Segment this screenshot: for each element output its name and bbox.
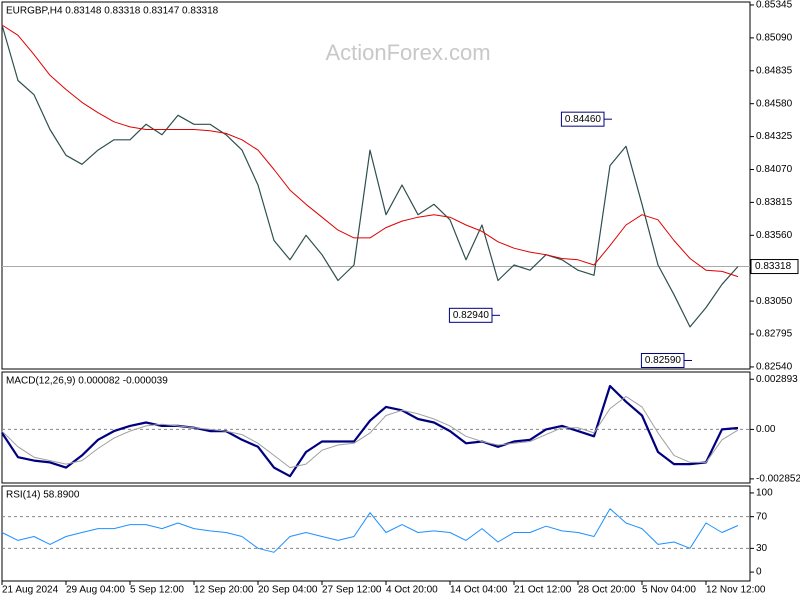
panel-frame: [1, 1, 751, 370]
series-line: [1, 508, 739, 553]
x-tick-label: 12 Nov 12:00: [706, 585, 766, 596]
y-tick-label: 70: [756, 511, 768, 522]
x-tick-label: 12 Sep 20:00: [194, 585, 254, 596]
y-tick-label: -0.002852: [756, 474, 800, 485]
panel-title: MACD(12,26,9) 0.000082 -0.000039: [6, 376, 168, 387]
y-tick-label: 0.82795: [756, 329, 793, 340]
panel-title: EURGBP,H4 0.83148 0.83318 0.83147 0.8331…: [6, 6, 219, 17]
x-tick-label: 4 Oct 20:00: [386, 585, 438, 596]
series-line: [1, 396, 739, 469]
x-tick-label: 5 Sep 12:00: [130, 585, 184, 596]
y-tick-label: 0.83560: [756, 230, 793, 241]
y-tick-label: 0.84835: [756, 65, 793, 76]
y-tick-label: 0: [756, 567, 762, 578]
y-tick-label: 0.002893: [756, 374, 798, 385]
panel-frame: [1, 485, 751, 582]
y-tick-label: 30: [756, 543, 768, 554]
panel-title: RSI(14) 58.8900: [6, 490, 80, 501]
watermark: ActionForex.com: [325, 40, 490, 65]
y-tick-label: 0.83815: [756, 197, 793, 208]
y-tick-label: 0.84325: [756, 131, 793, 142]
y-tick-label: 0.84580: [756, 98, 793, 109]
series-line: [1, 24, 739, 278]
x-tick-label: 29 Aug 04:00: [66, 585, 125, 596]
x-tick-label: 20 Sep 04:00: [258, 585, 318, 596]
last-price-label: 0.83318: [755, 261, 792, 272]
annotation-label: 0.84460: [565, 114, 602, 125]
y-tick-label: 0.00: [756, 424, 776, 435]
x-tick-label: 14 Oct 04:00: [450, 585, 508, 596]
series-line: [1, 24, 739, 328]
y-tick-label: 0.84070: [756, 164, 793, 175]
annotation-label: 0.82940: [453, 310, 490, 321]
x-tick-label: 21 Oct 12:00: [514, 585, 572, 596]
x-tick-label: 27 Sep 12:00: [322, 585, 382, 596]
last-price-box: [750, 259, 799, 275]
annotation-label: 0.82590: [645, 355, 682, 366]
y-tick-label: 100: [756, 488, 773, 499]
x-tick-label: 28 Oct 20:00: [578, 585, 636, 596]
x-tick-label: 21 Aug 2024: [2, 585, 59, 596]
series-line: [1, 384, 739, 478]
y-tick-label: 0.83050: [756, 296, 793, 307]
y-tick-label: 0.85090: [756, 33, 793, 44]
x-tick-label: 5 Nov 04:00: [642, 585, 696, 596]
y-tick-label: 0.85345: [756, 0, 793, 11]
panel-frame: [1, 371, 751, 484]
y-tick-label: 0.82540: [756, 362, 793, 373]
